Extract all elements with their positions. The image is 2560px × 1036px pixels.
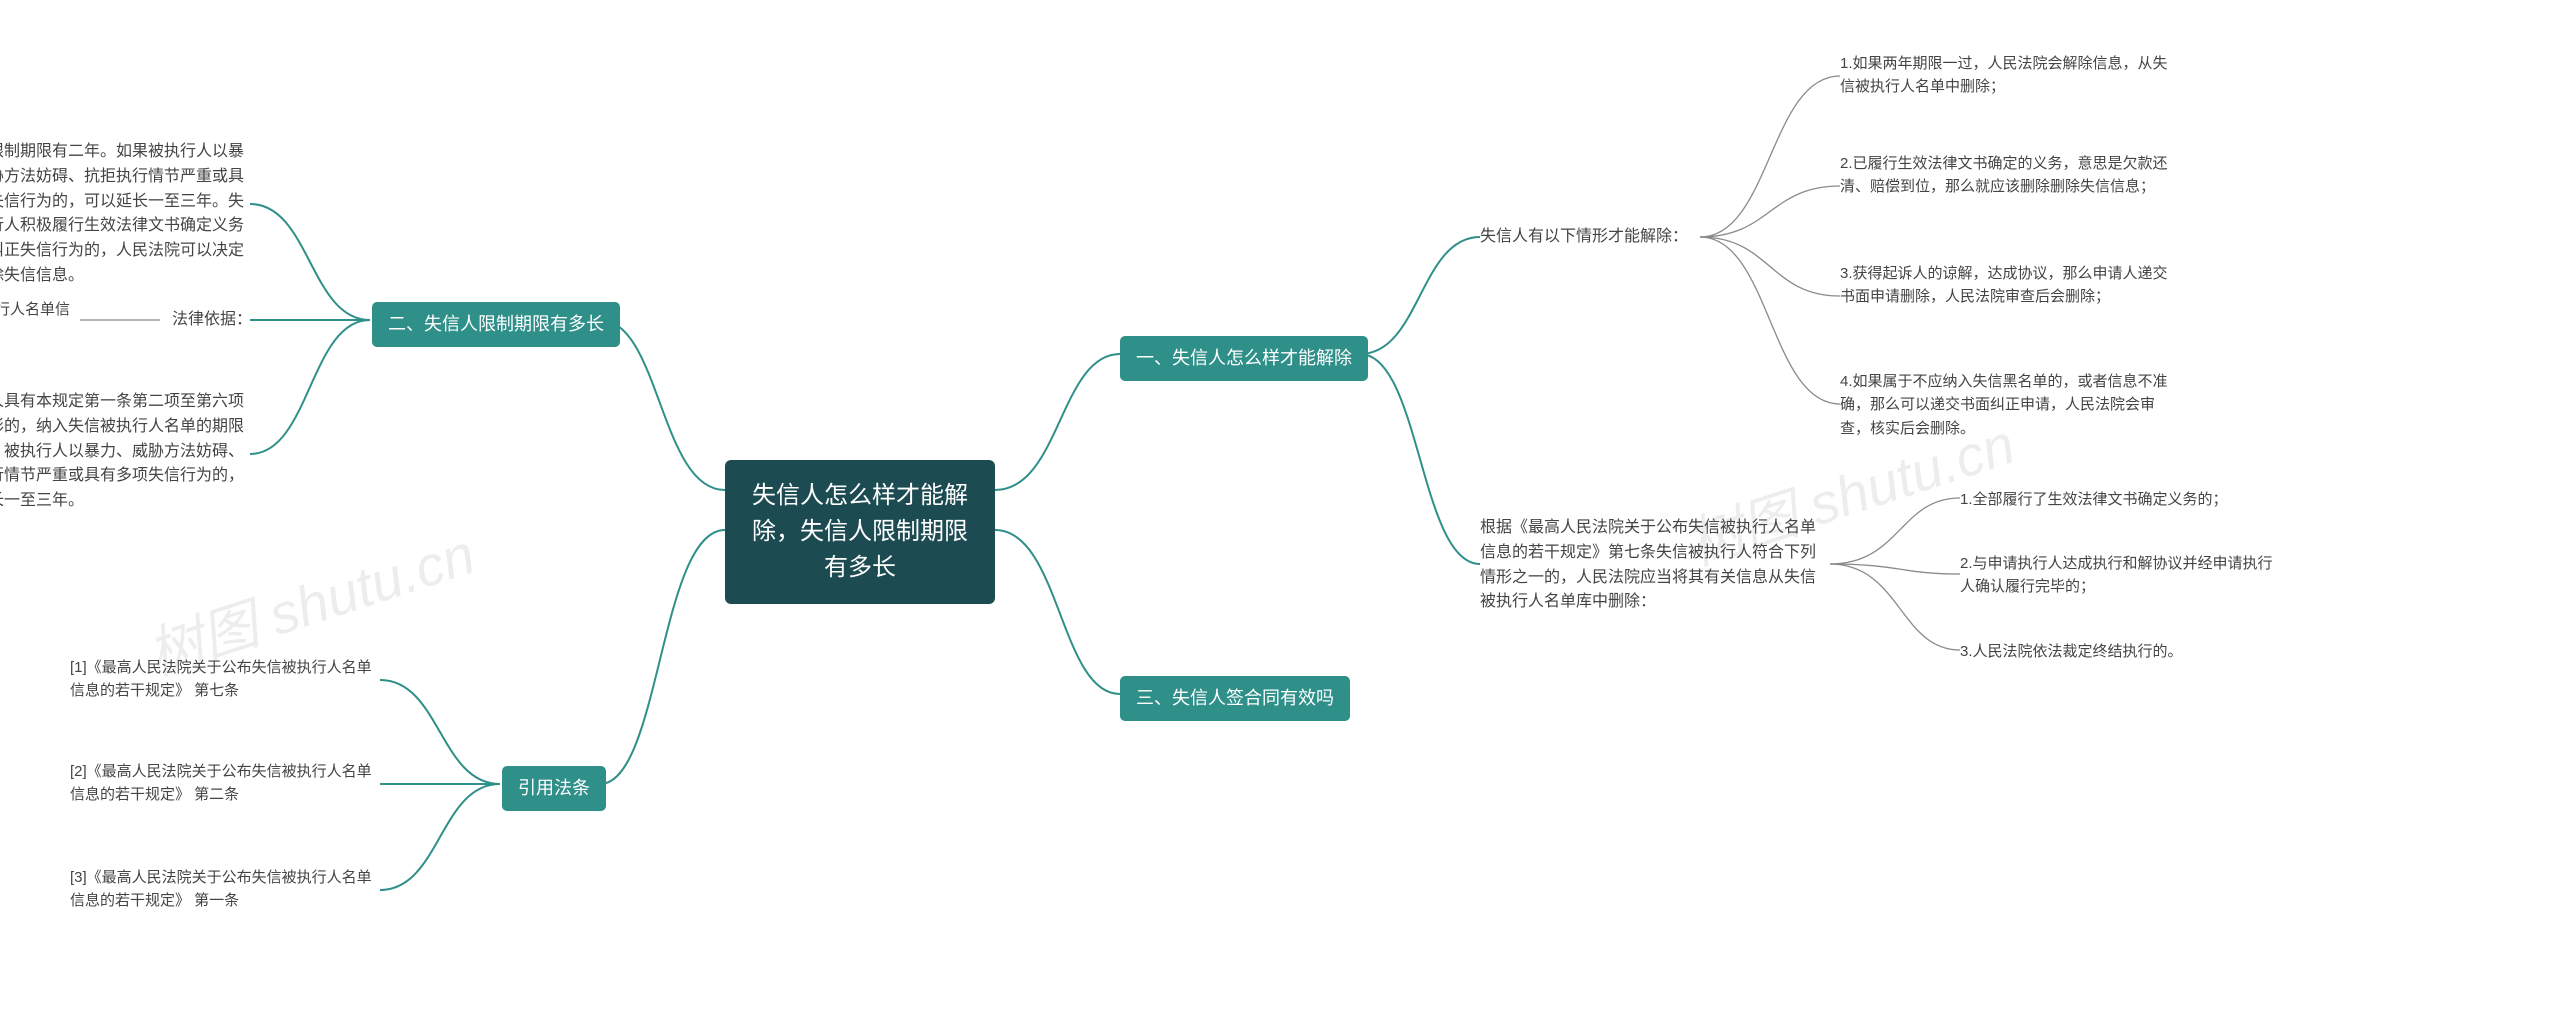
leaf-delete-1: 1.全部履行了生效法律文书确定义务的； [1960, 488, 2280, 511]
leaf-cite-3: [3]《最高人民法院关于公布失信被执行人名单信息的若干规定》 第一条 [70, 866, 380, 913]
leaf-remove-3: 3.获得起诉人的谅解，达成协议，那么申请人递交书面申请删除，人民法院审查后会删除… [1840, 262, 2180, 309]
sub-conditions-to-remove[interactable]: 失信人有以下情形才能解除： [1480, 225, 1710, 250]
branch-cited-articles[interactable]: 引用法条 [502, 766, 606, 811]
leaf-remove-1: 1.如果两年期限一过，人民法院会解除信息，从失信被执行人名单中删除； [1840, 52, 2180, 99]
branch-how-to-remove[interactable]: 一、失信人怎么样才能解除 [1120, 336, 1368, 381]
sub-duration-detail: 被执行人具有本规定第一条第二项至第六项规定情形的，纳入失信被执行人名单的期限为二… [0, 390, 250, 514]
leaf-remove-4: 4.如果属于不应纳入失信黑名单的，或者信息不准确，那么可以递交书面纠正申请，人民… [1840, 370, 2180, 440]
sub-duration-explain: 失信人限制期限有二年。如果被执行人以暴力、威胁方法妨碍、抗拒执行情节严重或具有多… [0, 140, 250, 289]
sub-label: 失信人有以下情形才能解除： [1480, 228, 1688, 245]
branch-label: 三、失信人签合同有效吗 [1136, 688, 1334, 708]
root-node[interactable]: 失信人怎么样才能解除，失信人限制期限有多长 [725, 460, 995, 604]
branch-label: 引用法条 [518, 778, 590, 798]
branch-label: 一、失信人怎么样才能解除 [1136, 348, 1352, 368]
branch-restriction-duration[interactable]: 二、失信人限制期限有多长 [372, 302, 620, 347]
root-text: 失信人怎么样才能解除，失信人限制期限有多长 [752, 482, 968, 581]
leaf-delete-3: 3.人民法院依法裁定终结执行的。 [1960, 640, 2280, 663]
leaf-cite-2: [2]《最高人民法院关于公布失信被执行人名单信息的若干规定》 第二条 [70, 760, 380, 807]
sub-label: 法律依据： [172, 311, 252, 328]
leaf-remove-2: 2.已履行生效法律文书确定的义务，意思是欠款还清、赔偿到位，那么就应该删除删除失… [1840, 152, 2180, 199]
leaf-cite-1: [1]《最高人民法院关于公布失信被执行人名单信息的若干规定》 第七条 [70, 656, 380, 703]
branch-label: 二、失信人限制期限有多长 [388, 314, 604, 334]
leaf-delete-2: 2.与申请执行人达成执行和解协议并经申请执行人确认履行完毕的； [1960, 552, 2280, 599]
sub-regulation-article7[interactable]: 根据《最高人民法院关于公布失信被执行人名单信息的若干规定》第七条失信被执行人符合… [1480, 516, 1830, 615]
branch-contract-valid[interactable]: 三、失信人签合同有效吗 [1120, 676, 1350, 721]
sub-label: 根据《最高人民法院关于公布失信被执行人名单信息的若干规定》第七条失信被执行人符合… [1480, 519, 1816, 610]
leaf-legal-basis-ref: 《最高人民法院关于公布失信被执行人名单信息的若干规定》第二条 [0, 298, 80, 345]
sub-legal-basis[interactable]: 法律依据： [162, 308, 252, 333]
